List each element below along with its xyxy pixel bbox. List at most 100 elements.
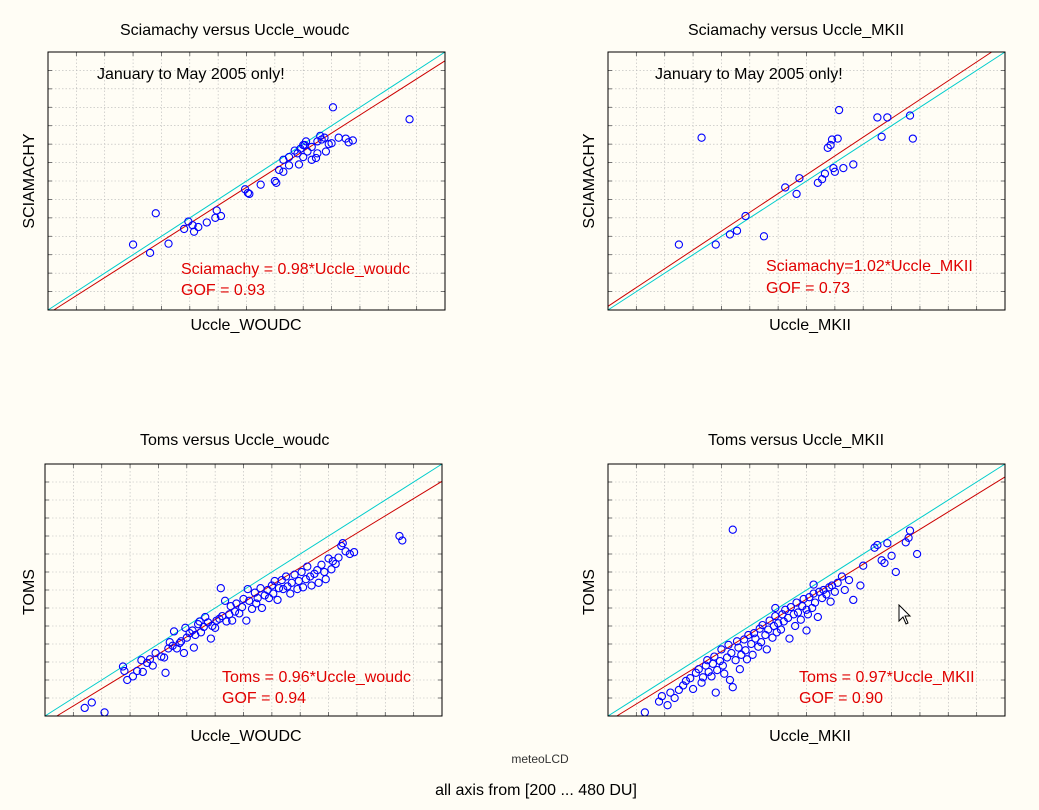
data-point [290,570,299,579]
data-point [657,692,667,701]
data-point [216,211,226,221]
data-point [188,626,197,635]
data-point [181,623,190,632]
data-point [809,580,818,589]
data-point [735,665,745,674]
data-point [239,594,248,604]
chart-note: January to May 2005 only! [655,66,843,83]
data-point [756,638,766,647]
data-point [663,701,672,710]
data-point [133,666,142,676]
data-point [274,584,284,593]
chart-title: Toms versus Uccle_MKII [708,432,885,449]
gof-value: GOF = 0.94 [222,690,307,707]
data-point [301,575,311,584]
data-point [252,599,261,608]
data-point [274,165,284,175]
data-point [293,149,302,158]
data-point [176,637,186,646]
data-point [284,152,294,162]
data-point [345,549,354,559]
data-point [253,593,262,603]
data-point [273,595,282,605]
data-point [303,147,312,156]
axis-ticks [608,52,1005,310]
regression-line [53,60,446,311]
data-point [314,578,323,587]
data-point [912,549,922,559]
data-point [123,675,132,685]
data-point [245,596,254,605]
data-point [257,603,267,613]
data-point [202,218,211,227]
data-point [722,653,732,662]
data-point [293,584,302,594]
data-point [164,239,173,248]
data-point [877,132,886,141]
data-point [164,644,173,653]
data-point [264,593,274,603]
data-point [398,536,407,545]
axis-ticks [608,464,1005,716]
data-point [297,567,306,577]
regression-line [607,51,992,307]
data-point [128,240,138,249]
y-axis-label: SCIAMACHY [21,133,38,229]
gof-value: GOF = 0.93 [181,282,266,299]
data-point [728,525,737,534]
data-point [303,562,312,571]
data-point [242,616,251,625]
data-point [247,604,257,614]
data-point [844,575,854,585]
data-point [711,240,720,249]
y-axis-label: TOMS [21,569,38,615]
data-point [348,136,357,145]
data-point [822,590,831,599]
identity-line [44,463,443,717]
identity-line [607,463,1006,717]
data-point [281,572,291,581]
data-point [799,594,808,604]
axis-ticks [48,52,445,310]
panel-toms-mkii: Toms versus Uccle_MKII TOMS Toms = 0.97*… [520,410,1039,810]
x-axis-label: Uccle_WOUDC [190,317,302,334]
data-point [232,599,241,608]
data-point [189,227,199,236]
data-point [301,137,311,146]
data-point [182,633,191,642]
data-point [321,147,331,156]
data-point [908,134,917,143]
data-point [725,675,735,685]
data-point [228,616,237,625]
data-point [734,643,743,652]
data-point [674,240,684,249]
data-point [781,183,790,192]
data-point [837,572,847,581]
data-point [128,672,138,681]
data-point [286,589,295,598]
data-point [813,612,822,622]
data-point [237,602,247,612]
data-point [245,189,254,199]
data-point [681,676,691,686]
data-point [741,211,750,221]
data-point [270,176,280,186]
data-points [80,531,407,717]
data-point [772,628,781,637]
data-point [243,584,252,594]
data-point [833,578,842,587]
data-point [717,645,726,654]
data-point [175,638,184,648]
data-point [795,174,804,183]
data-point [839,163,848,173]
data-point [321,575,330,584]
data-point [299,152,308,162]
plot-frame [44,463,443,717]
data-point [704,667,713,677]
data-point [694,665,703,674]
data-point [793,608,803,617]
data-point [307,142,316,152]
data-point [349,548,359,557]
data-point [796,615,805,624]
panel-sciamachy-mkii: Sciamachy versus Uccle_MKII SCIAMACHY Ja… [520,0,1039,400]
